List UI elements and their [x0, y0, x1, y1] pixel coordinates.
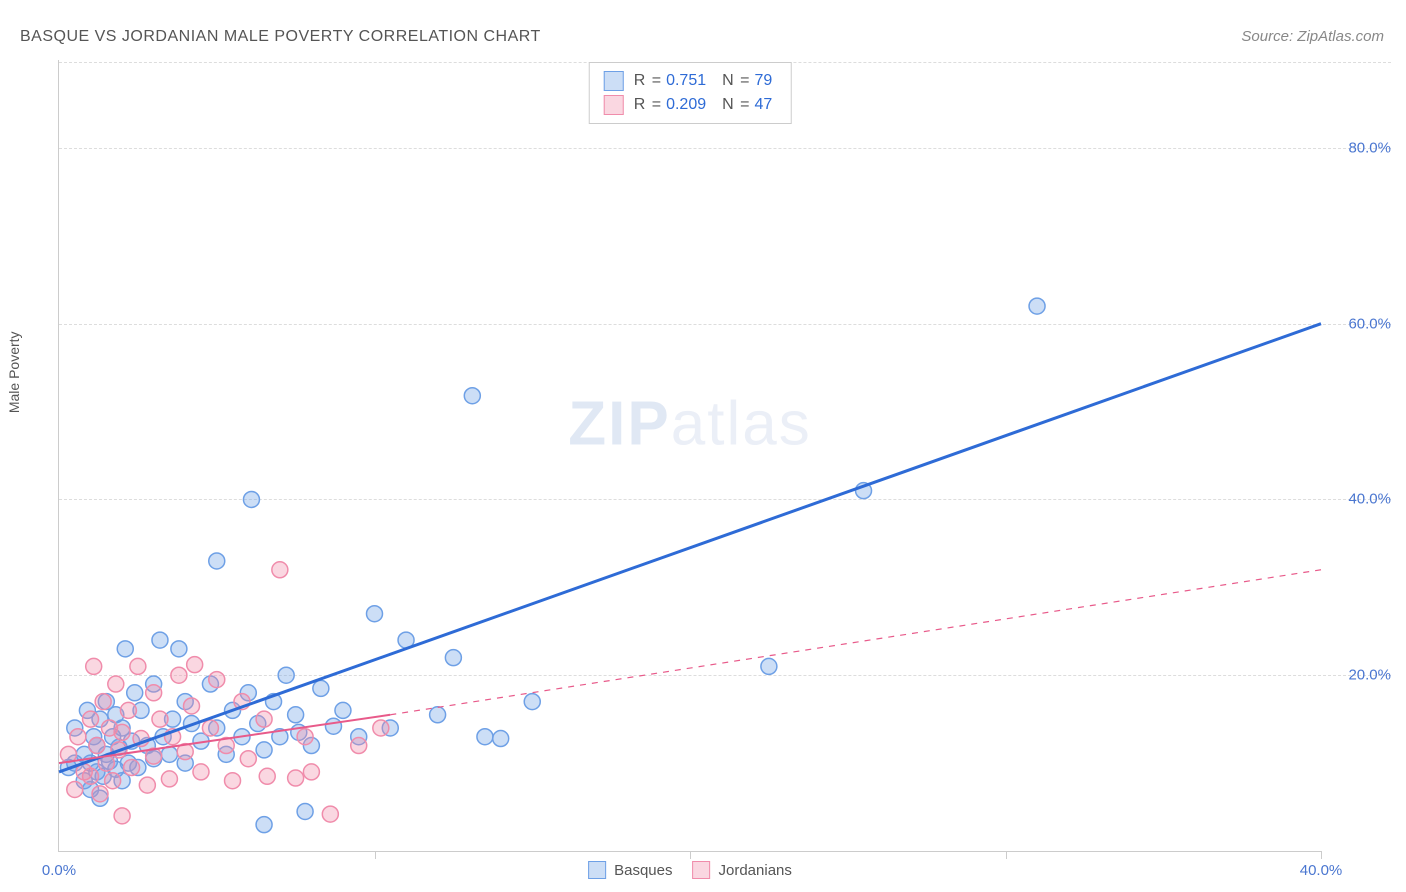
- scatter-point: [127, 685, 143, 701]
- scatter-point: [114, 724, 130, 740]
- legend-item-basques: Basques: [588, 861, 672, 879]
- legend-n-label: N =: [722, 72, 750, 90]
- scatter-point: [83, 768, 99, 784]
- trendline-basques: [59, 324, 1321, 772]
- scatter-point: [1029, 298, 1045, 314]
- scatter-point: [297, 803, 313, 819]
- swatch-jordanians: [604, 95, 624, 115]
- legend-series: Basques Jordanians: [588, 861, 792, 879]
- scatter-point: [89, 738, 105, 754]
- scatter-point: [259, 768, 275, 784]
- scatter-point: [171, 641, 187, 657]
- legend-row-basques: R = 0.751 N = 79: [604, 69, 777, 93]
- scatter-point: [313, 680, 329, 696]
- legend-r-value-jordanians: 0.209: [662, 96, 710, 114]
- scatter-point: [243, 491, 259, 507]
- scatter-point: [278, 667, 294, 683]
- scatter-point: [108, 676, 124, 692]
- scatter-point: [225, 773, 241, 789]
- scatter-point: [187, 657, 203, 673]
- x-tick-label: 40.0%: [1300, 862, 1343, 879]
- legend-r-label-2: R =: [634, 96, 662, 114]
- scatter-point: [297, 729, 313, 745]
- scatter-point: [70, 729, 86, 745]
- y-tick-label: 20.0%: [1348, 667, 1391, 684]
- scatter-point: [86, 658, 102, 674]
- scatter-point: [493, 731, 509, 747]
- source-label: Source:: [1241, 28, 1297, 45]
- scatter-point: [92, 786, 108, 802]
- legend-label-jordanians: Jordanians: [718, 862, 791, 879]
- scatter-point: [67, 781, 83, 797]
- x-tick: [1006, 851, 1007, 859]
- scatter-point: [430, 707, 446, 723]
- scatter-point: [209, 553, 225, 569]
- scatter-point: [209, 672, 225, 688]
- chart-plot-area: ZIPatlas R = 0.751 N = 79 R = 0.209 N = …: [58, 60, 1321, 852]
- scatter-point: [272, 562, 288, 578]
- legend-label-basques: Basques: [614, 862, 672, 879]
- trendline-jordanians-dashed: [390, 570, 1321, 715]
- scatter-plot-svg: [59, 60, 1321, 851]
- scatter-point: [367, 606, 383, 622]
- scatter-point: [193, 764, 209, 780]
- scatter-point: [322, 806, 338, 822]
- scatter-point: [161, 771, 177, 787]
- y-tick-label: 40.0%: [1348, 491, 1391, 508]
- scatter-point: [256, 711, 272, 727]
- scatter-point: [95, 694, 111, 710]
- scatter-point: [288, 770, 304, 786]
- scatter-point: [240, 751, 256, 767]
- scatter-point: [325, 718, 341, 734]
- scatter-point: [524, 694, 540, 710]
- scatter-point: [83, 711, 99, 727]
- swatch-sm-jordanians: [692, 861, 710, 879]
- legend-row-jordanians: R = 0.209 N = 47: [604, 93, 777, 117]
- legend-n-value-jordanians: 47: [750, 96, 776, 114]
- scatter-point: [256, 742, 272, 758]
- x-tick: [375, 851, 376, 859]
- scatter-point: [124, 760, 140, 776]
- legend-n-label-2: N =: [722, 96, 750, 114]
- y-tick-label: 60.0%: [1348, 315, 1391, 332]
- scatter-point: [303, 764, 319, 780]
- source-value: ZipAtlas.com: [1297, 28, 1384, 45]
- scatter-point: [146, 685, 162, 701]
- y-tick-label: 80.0%: [1348, 139, 1391, 156]
- x-tick: [690, 851, 691, 859]
- swatch-basques: [604, 71, 624, 91]
- scatter-point: [120, 702, 136, 718]
- scatter-point: [464, 388, 480, 404]
- legend-item-jordanians: Jordanians: [692, 861, 791, 879]
- y-axis-label: Male Poverty: [6, 331, 22, 413]
- scatter-point: [288, 707, 304, 723]
- scatter-point: [184, 698, 200, 714]
- scatter-point: [445, 650, 461, 666]
- scatter-point: [171, 667, 187, 683]
- chart-title: BASQUE VS JORDANIAN MALE POVERTY CORRELA…: [20, 28, 541, 46]
- legend-n-value-basques: 79: [750, 72, 776, 90]
- scatter-point: [114, 808, 130, 824]
- scatter-point: [117, 641, 133, 657]
- scatter-point: [761, 658, 777, 674]
- x-tick: [1321, 851, 1322, 859]
- swatch-sm-basques: [588, 861, 606, 879]
- scatter-point: [351, 738, 367, 754]
- scatter-point: [152, 632, 168, 648]
- x-tick-label: 0.0%: [42, 862, 76, 879]
- scatter-point: [256, 817, 272, 833]
- source-attribution: Source: ZipAtlas.com: [1241, 28, 1384, 45]
- legend-r-value-basques: 0.751: [662, 72, 710, 90]
- scatter-point: [105, 773, 121, 789]
- scatter-point: [373, 720, 389, 736]
- scatter-point: [130, 658, 146, 674]
- scatter-point: [202, 720, 218, 736]
- legend-stats-box: R = 0.751 N = 79 R = 0.209 N = 47: [589, 62, 792, 124]
- scatter-point: [152, 711, 168, 727]
- scatter-point: [335, 702, 351, 718]
- scatter-point: [477, 729, 493, 745]
- scatter-point: [139, 777, 155, 793]
- legend-r-label: R =: [634, 72, 662, 90]
